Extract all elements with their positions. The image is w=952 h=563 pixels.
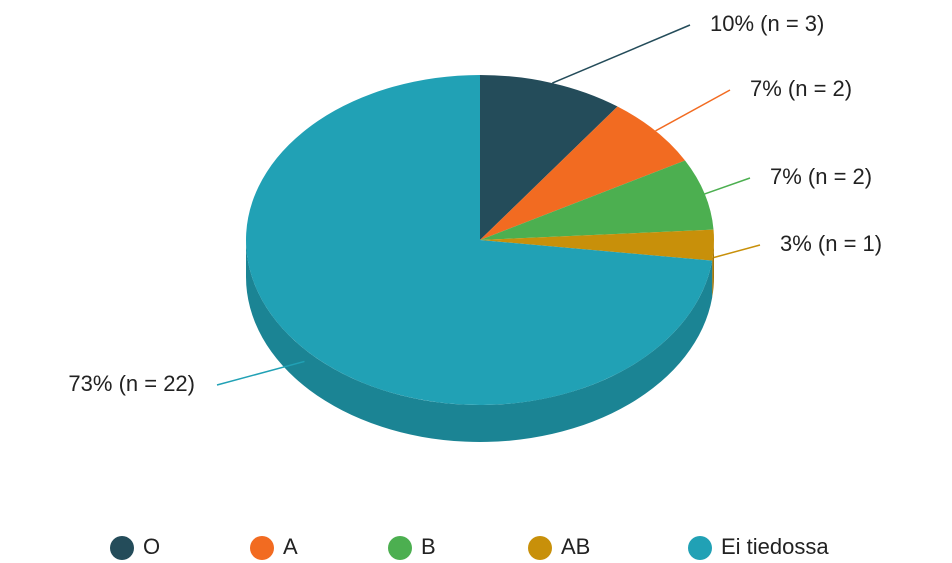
leader-line	[704, 177, 751, 195]
data-label: 3% (n = 1)	[780, 231, 882, 256]
slice	[480, 160, 714, 240]
legend-swatch	[688, 536, 712, 560]
leader-line	[655, 89, 731, 132]
slice	[480, 75, 618, 240]
legend-swatch	[528, 536, 552, 560]
leader-line	[552, 24, 691, 84]
data-label: 7% (n = 2)	[750, 76, 852, 101]
legend-swatch	[388, 536, 412, 560]
data-label: 10% (n = 3)	[710, 11, 824, 36]
slice	[480, 106, 686, 240]
legend-label: B	[421, 534, 436, 559]
leader-line	[216, 360, 305, 386]
legend-label: A	[283, 534, 298, 559]
legend-label: Ei tiedossa	[721, 534, 829, 559]
slice	[480, 229, 715, 261]
legend-label: O	[143, 534, 160, 559]
data-label: 73% (n = 22)	[68, 371, 195, 396]
slice	[246, 75, 713, 405]
slice-side	[712, 240, 714, 298]
legend-label: AB	[561, 534, 590, 559]
leader-line	[713, 244, 761, 259]
legend-swatch	[110, 536, 134, 560]
data-label: 7% (n = 2)	[770, 164, 872, 189]
legend-swatch	[250, 536, 274, 560]
slice-side	[245, 240, 713, 443]
